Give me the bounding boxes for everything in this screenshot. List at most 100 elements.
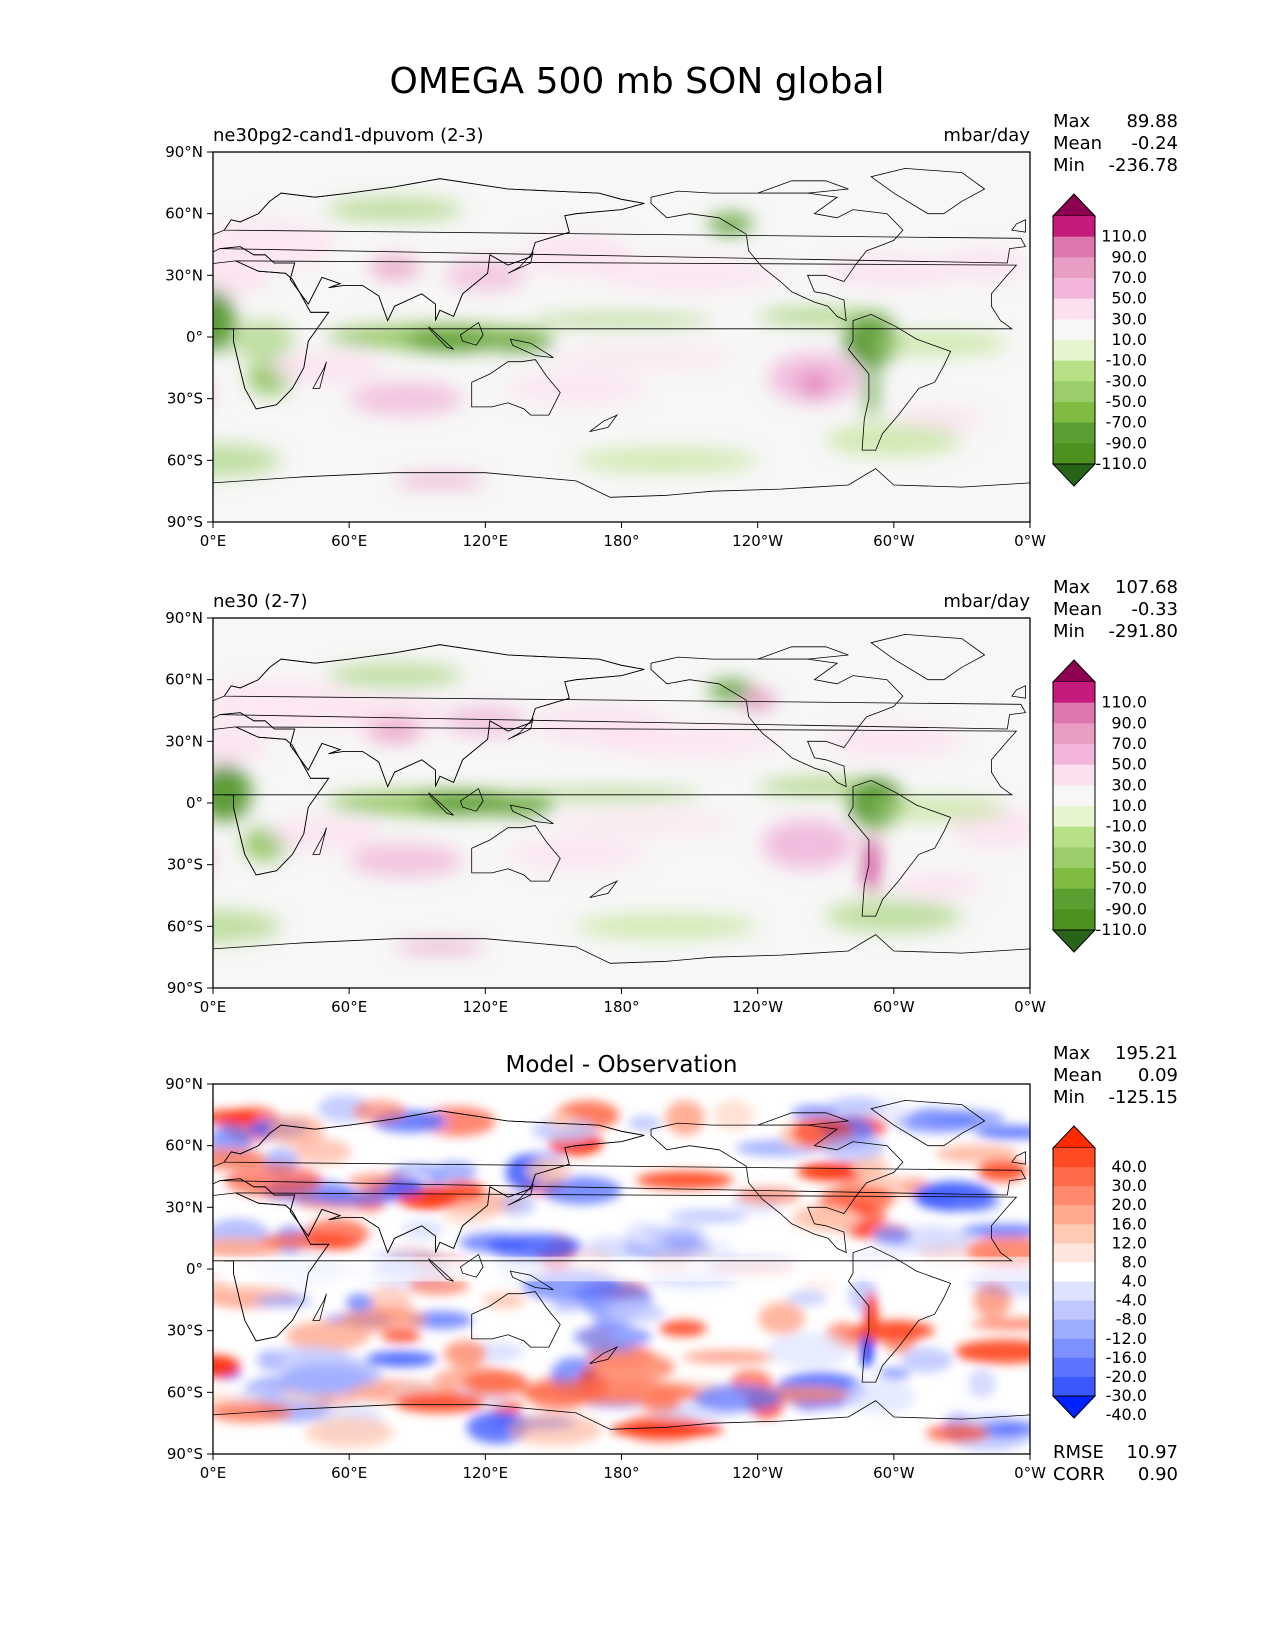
y-tick-label: 60°S	[167, 451, 203, 469]
colorbar-segment	[1053, 806, 1095, 828]
field-cell	[911, 1107, 952, 1122]
field-cell	[213, 909, 282, 943]
y-tick-label: 60°N	[165, 1137, 203, 1155]
field-cell	[367, 254, 422, 280]
coastline	[507, 1183, 534, 1206]
colorbar-segment	[1053, 847, 1095, 869]
y-tick-label: 30°N	[165, 732, 203, 750]
colorbar-label: 8.0	[1122, 1252, 1147, 1271]
field-cell	[531, 1119, 597, 1142]
colorbar-segment	[1053, 1262, 1095, 1283]
colorbar-label: 40.0	[1111, 1157, 1147, 1176]
field-cell	[381, 1329, 421, 1343]
y-tick-label: 0°	[186, 794, 203, 812]
field-cell	[961, 1223, 1030, 1237]
field-cell	[488, 1342, 527, 1360]
field-cell	[707, 679, 754, 701]
field-cell	[551, 1299, 582, 1313]
field-cell	[819, 1133, 885, 1161]
x-tick-label: 120°E	[463, 998, 509, 1016]
field-cell	[572, 1325, 652, 1349]
coastline	[428, 326, 454, 350]
coastline	[509, 1270, 554, 1290]
field-cell	[482, 1292, 526, 1309]
field-cell	[213, 443, 282, 477]
field-cell	[893, 872, 985, 898]
y-tick-label: 60°S	[167, 917, 203, 935]
field-cell	[352, 1100, 407, 1123]
field-cell	[394, 940, 486, 954]
coastline	[870, 167, 986, 215]
x-tick-label: 60°W	[873, 1464, 915, 1482]
colorbar-segment	[1053, 1300, 1095, 1321]
coastline	[224, 1192, 1018, 1342]
stat-value: -0.33	[1131, 599, 1178, 620]
colorbar-label: 20.0	[1111, 1195, 1147, 1214]
coastline	[459, 321, 484, 346]
field-cell	[739, 689, 776, 711]
y-tick-label: 30°S	[167, 1322, 203, 1340]
stat-value: 195.21	[1115, 1043, 1178, 1064]
coastline	[507, 717, 534, 740]
x-tick-label: 0°W	[1014, 532, 1046, 550]
field-cell	[326, 197, 463, 222]
field-cell	[758, 1302, 805, 1335]
colorbar-label: -30.0	[1106, 837, 1147, 856]
y-tick-label: 90°N	[165, 1075, 203, 1093]
field-cell	[786, 1290, 828, 1306]
field-cell	[213, 1109, 259, 1127]
x-tick-label: 60°E	[331, 998, 367, 1016]
x-tick-label: 60°E	[331, 1464, 367, 1482]
y-tick-label: 30°N	[165, 1198, 203, 1216]
field-cell	[530, 314, 713, 327]
colorbar-segment	[1053, 785, 1095, 807]
coastline	[757, 1112, 849, 1126]
stat-label: Min	[1053, 621, 1085, 642]
coastline	[650, 190, 904, 322]
field-cell	[349, 844, 463, 877]
field-cell	[970, 1317, 1030, 1331]
coastline	[1011, 685, 1026, 699]
x-tick-label: 0°E	[200, 998, 227, 1016]
stat-value: -0.24	[1131, 133, 1178, 154]
field-cell	[313, 1191, 395, 1205]
field-cell	[825, 254, 962, 288]
colorbar-segment	[1053, 1167, 1095, 1187]
colorbar-segment	[1053, 216, 1095, 238]
colorbar-extend-max	[1051, 1125, 1097, 1149]
panel-1: 0°E 60°E 120°E 180° 120°W 60°W 0°W 90°N 60°N 30°N…	[165, 111, 1178, 550]
y-tick-label: 0°	[186, 1260, 203, 1278]
field-cell	[439, 1180, 486, 1202]
colorbar-segment	[1053, 868, 1095, 890]
panel-3: 0°E 60°E 120°E 180° 120°W 60°W 0°W 90°N 60°N 30°N…	[165, 1043, 1178, 1485]
field-cell	[367, 718, 422, 744]
field-cell	[954, 1339, 1030, 1364]
colorbar-segment	[1053, 422, 1095, 444]
field-cell	[442, 1210, 492, 1225]
field-cell	[224, 1163, 323, 1198]
y-tick-label: 90°S	[167, 979, 203, 997]
x-tick-label: 180°	[603, 998, 639, 1016]
y-tick-label: 0°	[186, 328, 203, 346]
field-cell	[610, 1421, 724, 1438]
colorbar-label: 50.0	[1111, 755, 1147, 774]
field-cell	[213, 1148, 267, 1170]
colorbar-segment	[1053, 764, 1095, 786]
x-tick-label: 120°W	[732, 1464, 783, 1482]
colorbar-label: 90.0	[1111, 247, 1147, 266]
coastline	[1011, 219, 1026, 233]
colorbar-segment	[1053, 1376, 1095, 1397]
field-cell	[825, 724, 962, 758]
field-cell	[349, 382, 463, 416]
field-cell	[345, 1293, 374, 1312]
field-cell	[591, 1352, 675, 1383]
coastline	[847, 779, 952, 917]
field-cell	[542, 1176, 622, 1205]
field-cell	[326, 663, 463, 688]
colorbar-segment	[1053, 1243, 1095, 1263]
field-cell	[285, 1320, 370, 1352]
figure-title: OMEGA 500 mb SON global	[390, 61, 885, 102]
field-cell	[213, 219, 338, 270]
colorbar-label: -8.0	[1116, 1310, 1147, 1329]
coastline	[509, 338, 554, 358]
